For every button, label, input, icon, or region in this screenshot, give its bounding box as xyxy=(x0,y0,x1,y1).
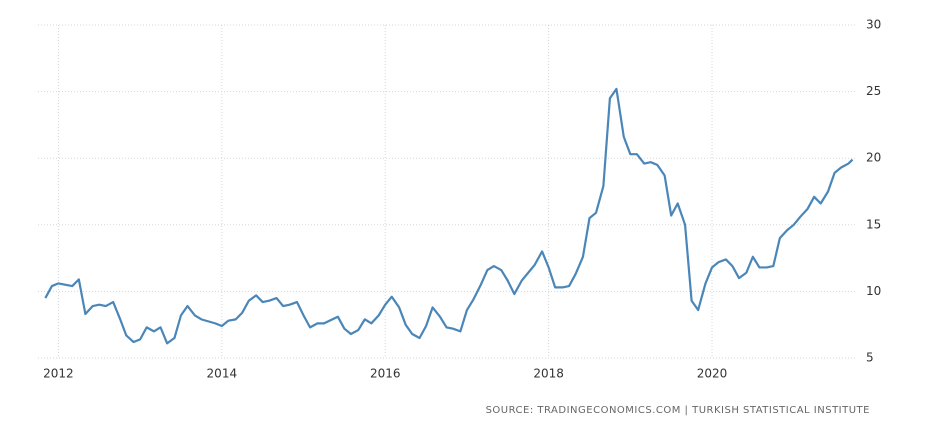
x-tick-label: 2020 xyxy=(697,367,728,381)
y-tick-label: 10 xyxy=(866,284,881,298)
data-line xyxy=(44,87,854,345)
x-tick-label: 2018 xyxy=(533,367,564,381)
y-tick-label: 25 xyxy=(866,84,881,98)
x-tick-label: 2012 xyxy=(43,367,74,381)
y-tick-label: 30 xyxy=(866,18,881,32)
x-tick-label: 2014 xyxy=(207,367,238,381)
y-tick-label: 15 xyxy=(866,217,881,231)
y-tick-label: 5 xyxy=(866,351,874,365)
x-tick-label: 2016 xyxy=(370,367,401,381)
y-tick-label: 20 xyxy=(866,151,881,165)
source-note: SOURCE: TRADINGECONOMICS.COM | TURKISH S… xyxy=(486,405,870,416)
